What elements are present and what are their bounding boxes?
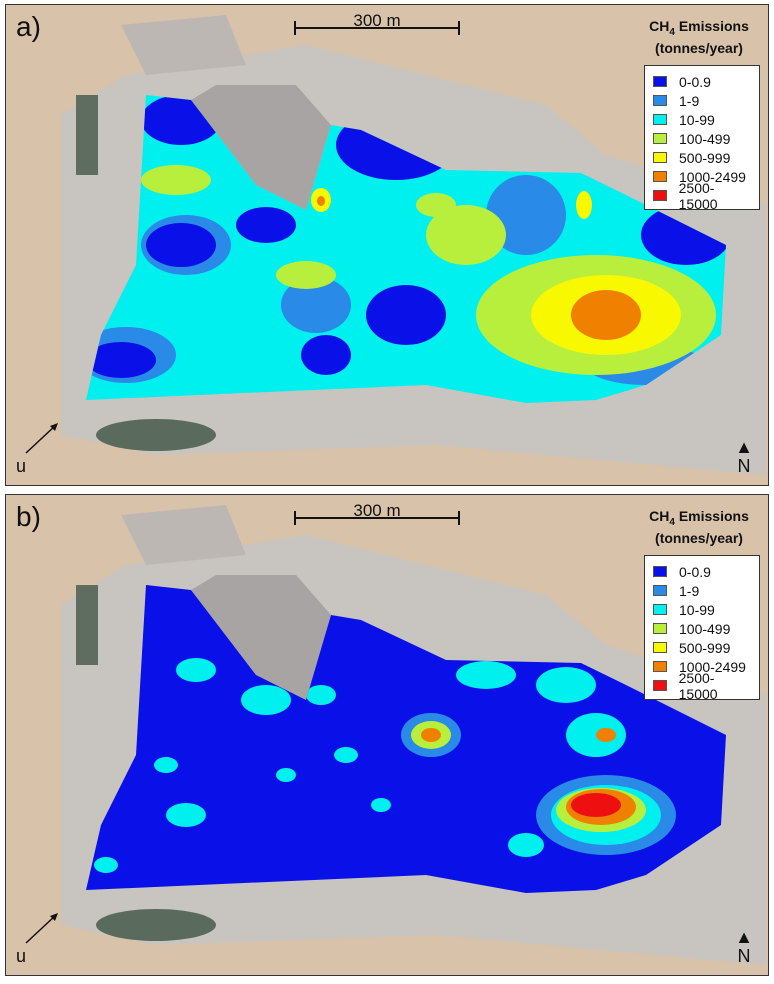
legend-label: 1000-2499 (679, 168, 746, 185)
legend-title-subscript: 4 (669, 26, 675, 38)
legend-title: CH4 Emissions (tonnes/year) (640, 17, 758, 58)
scale-tick-right (458, 21, 460, 35)
scale-tick-left (294, 21, 296, 35)
legend-label: 100-499 (679, 620, 731, 637)
legend-swatch (653, 171, 667, 182)
wind-label: u (16, 456, 27, 476)
legend-swatch (653, 566, 667, 577)
legend-label: 10-99 (679, 601, 715, 618)
map-panel-a: a) 300 m CH4 Emissions (tonnes/year) 0-0… (5, 4, 769, 486)
wind-arrow-icon (25, 423, 58, 454)
wind-indicator: u (14, 907, 60, 967)
scale-bar: 300 m (293, 11, 461, 41)
legend-item: 500-999 (653, 638, 751, 657)
legend-item: 1-9 (653, 581, 751, 600)
excavation-area (191, 85, 331, 210)
legend-item: 10-99 (653, 110, 751, 129)
legend-label: 500-999 (679, 639, 731, 656)
legend-swatch (653, 190, 667, 201)
wind-indicator: u (14, 417, 60, 477)
legend-swatch (653, 680, 667, 691)
map-panel-b: b) 300 m CH4 Emissions (tonnes/year) 0-0… (5, 494, 769, 976)
legend-swatch (653, 604, 667, 615)
legend-swatch (653, 661, 667, 672)
pond-south (96, 419, 216, 451)
legend-label: 2500-15000 (678, 179, 718, 212)
aerial-map-b (6, 495, 768, 975)
legend-title: CH4 Emissions (tonnes/year) (640, 507, 758, 548)
legend-label: 0-0.9 (679, 563, 711, 580)
scale-label: 300 m (353, 11, 401, 30)
legend-title-emissions: Emissions (674, 18, 749, 34)
legend-item: 100-499 (653, 129, 751, 148)
legend-swatch (653, 152, 667, 163)
legend-swatch (653, 114, 667, 125)
legend-swatch (653, 623, 667, 634)
legend-label: 2500-15000 (678, 669, 718, 702)
legend-box: 0-0.9 1-9 10-99 100-499 500-999 1000-249… (644, 555, 760, 702)
legend-label: 10-99 (679, 111, 715, 128)
north-label: N (737, 456, 751, 476)
legend-label: 500-999 (679, 149, 731, 166)
legend-label: 100-499 (679, 130, 731, 147)
legend-label: 1-9 (679, 582, 700, 599)
legend-title-subscript: 4 (669, 516, 675, 528)
north-arrow-icon: ▲ (735, 927, 753, 947)
legend-swatch (653, 585, 667, 596)
legend-item: 2500-15000 (653, 670, 751, 702)
wind-label: u (16, 946, 27, 966)
panel-label: a) (16, 11, 41, 42)
aerial-map-a (6, 5, 768, 485)
scale-bar: 300 m (293, 501, 461, 531)
facility-buildings (121, 15, 246, 75)
north-label: N (737, 946, 751, 966)
north-arrow: ▲ N (734, 438, 754, 477)
legend-title-ch: CH (649, 18, 670, 34)
scale-line (295, 27, 459, 29)
legend-units: (tonnes/year) (655, 40, 743, 57)
legend-item: 100-499 (653, 619, 751, 638)
legend-item: 500-999 (653, 148, 751, 167)
legend-swatch (653, 95, 667, 106)
pond-west (76, 95, 98, 175)
legend-item: 0-0.9 (653, 562, 751, 581)
legend-label: 0-0.9 (679, 73, 711, 90)
excavation-area (191, 575, 331, 700)
legend-box: 0-0.9 1-9 10-99 100-499 500-999 1000-249… (644, 65, 760, 212)
legend-item: 1000-2499 (653, 657, 751, 676)
legend-item: 1-9 (653, 91, 751, 110)
legend-item: 2500-15000 (653, 180, 751, 212)
scale-line (295, 517, 459, 519)
legend-swatch (653, 76, 667, 87)
scale-tick-left (294, 511, 296, 525)
legend-swatch (653, 133, 667, 144)
facility-buildings (121, 505, 246, 565)
legend-item: 0-0.9 (653, 72, 751, 91)
legend-title-emissions: Emissions (674, 508, 749, 524)
legend-label: 1000-2499 (679, 658, 746, 675)
wind-arrow-icon (25, 913, 58, 944)
legend-swatch (653, 642, 667, 653)
legend-item: 10-99 (653, 600, 751, 619)
legend-units: (tonnes/year) (655, 530, 743, 547)
pond-west (76, 585, 98, 665)
scale-label: 300 m (353, 501, 401, 520)
pond-south (96, 909, 216, 941)
legend-title-ch: CH (649, 508, 670, 524)
north-arrow: ▲ N (734, 928, 754, 967)
legend-item: 1000-2499 (653, 167, 751, 186)
scale-tick-right (458, 511, 460, 525)
legend-label: 1-9 (679, 92, 700, 109)
panel-label: b) (16, 501, 41, 532)
north-arrow-icon: ▲ (735, 437, 753, 457)
